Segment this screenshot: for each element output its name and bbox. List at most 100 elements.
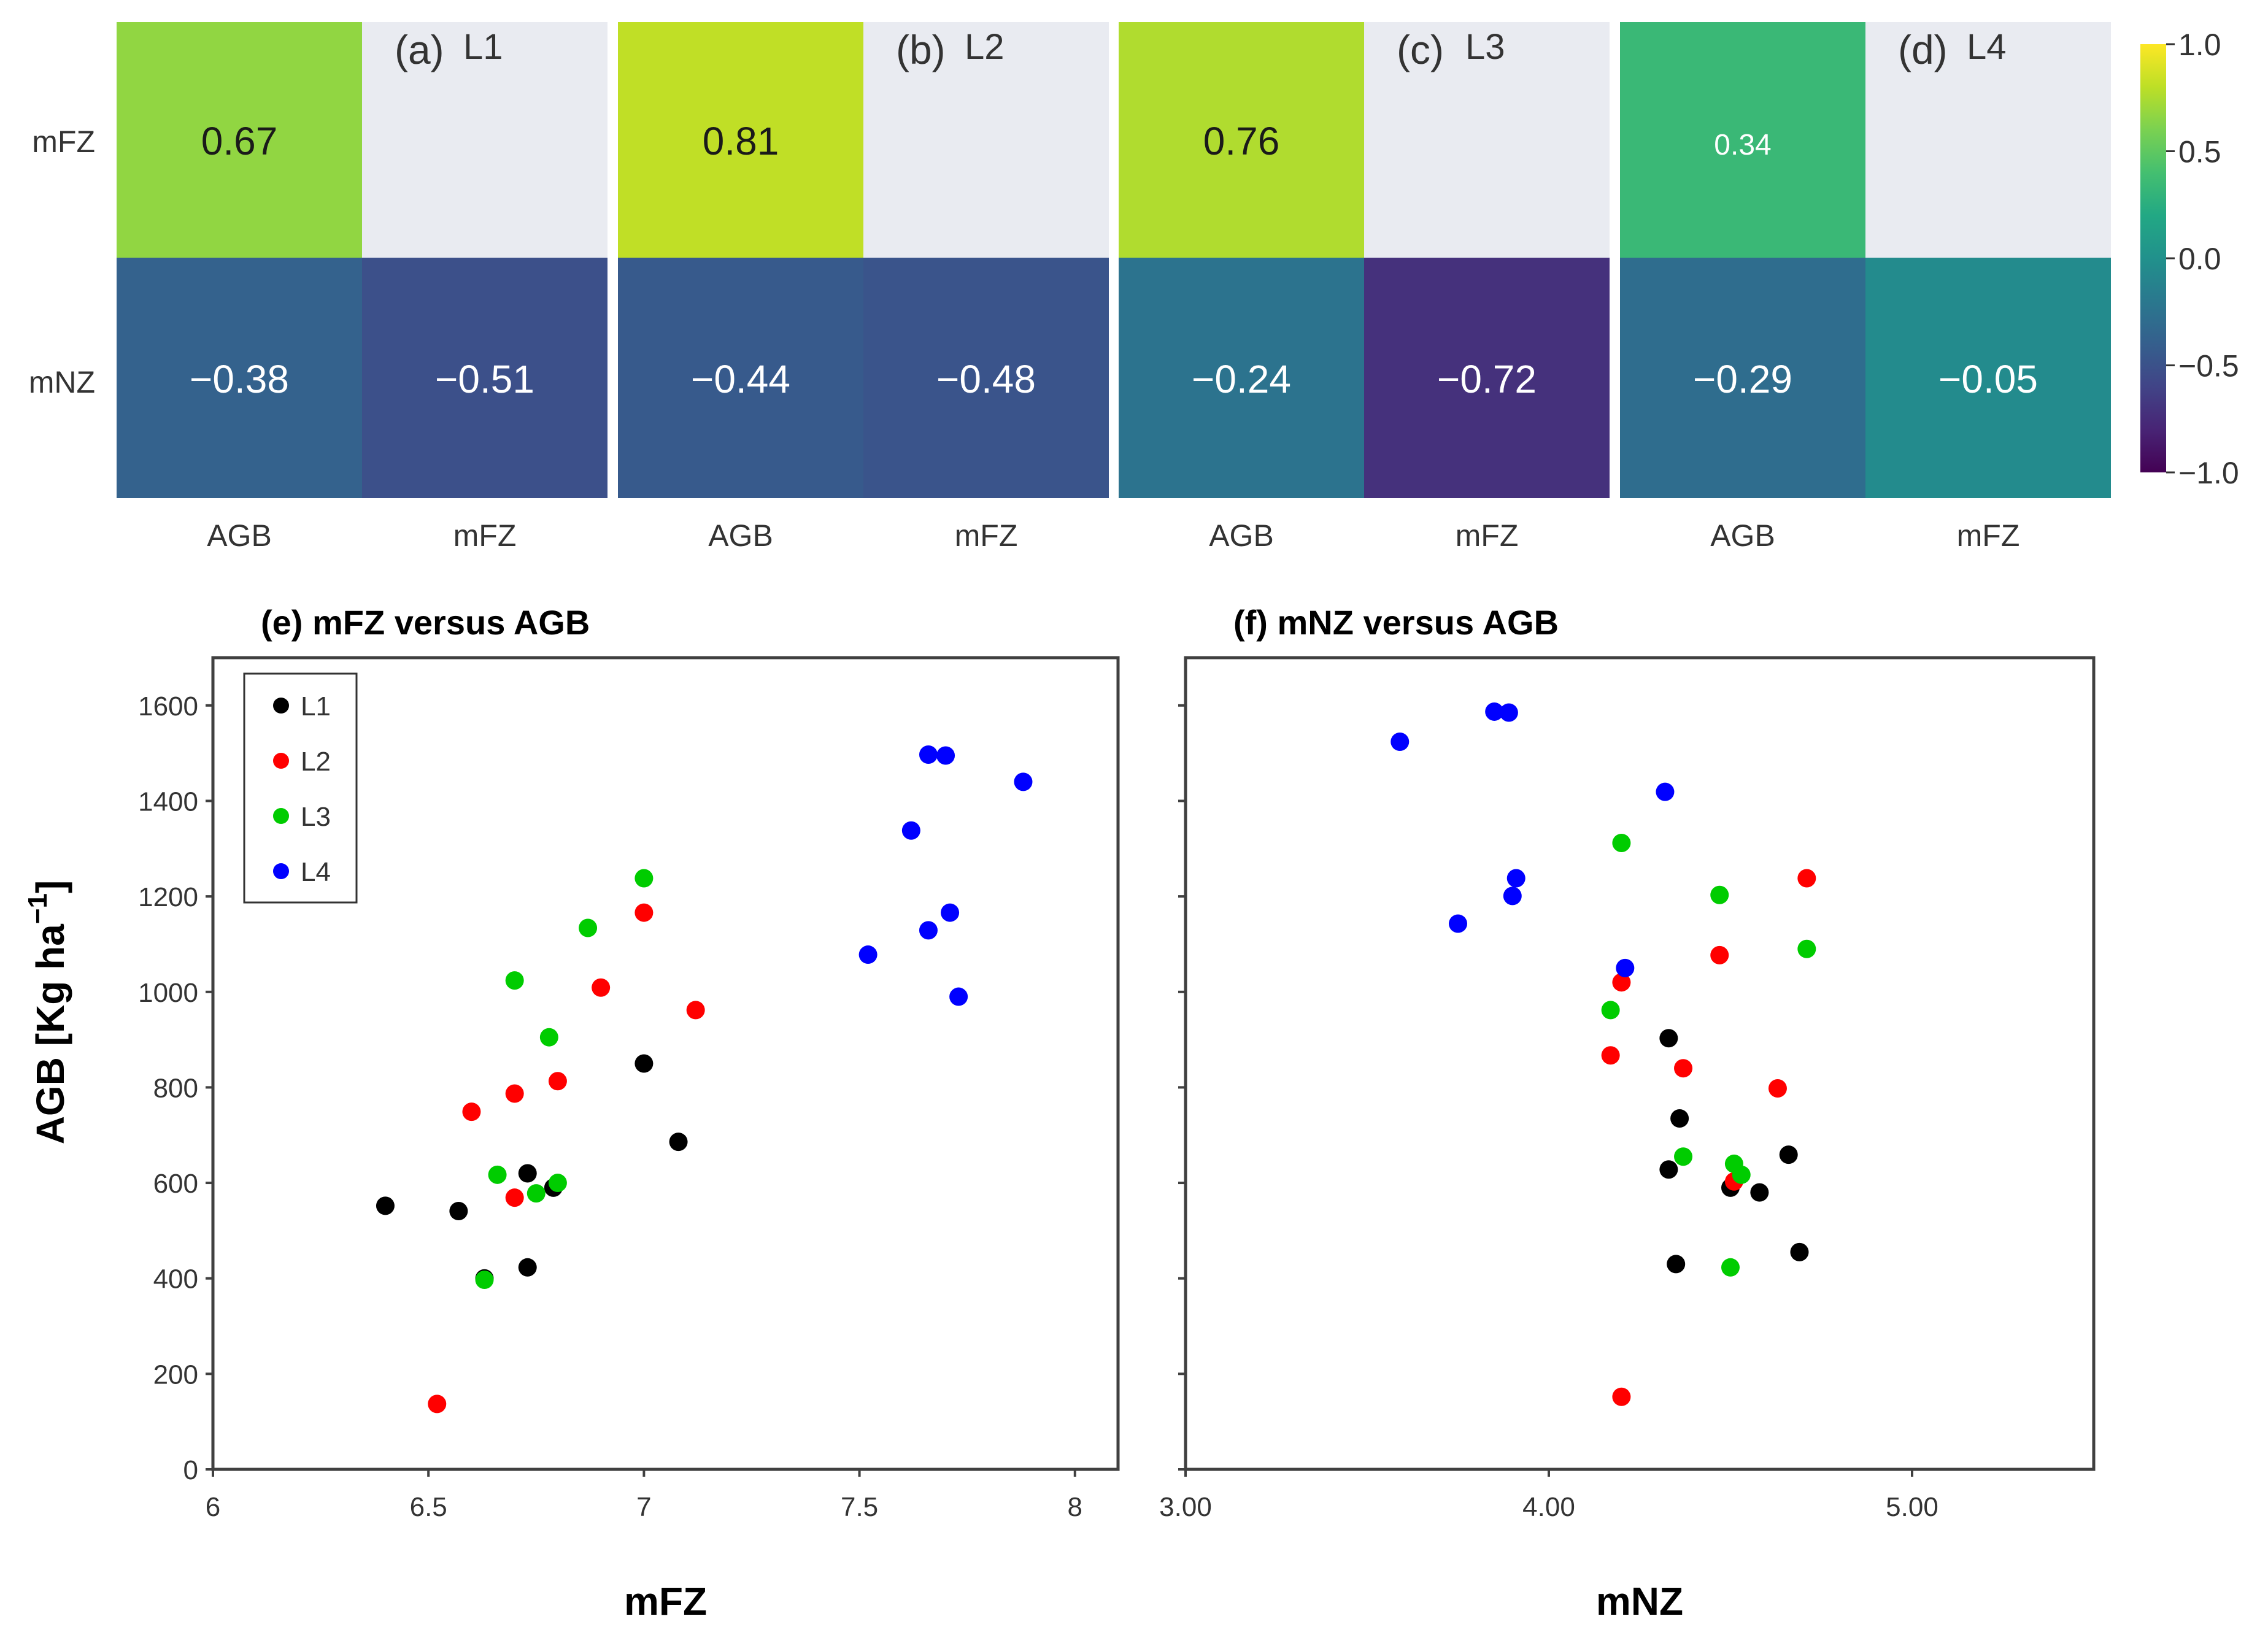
legend: L1 L2 L3 L4	[243, 672, 358, 904]
data-point-l1	[518, 1164, 537, 1183]
heatmap-cell	[362, 258, 608, 498]
colorbar-tick-label: −0.5	[2178, 349, 2239, 383]
data-point-l1	[1750, 1183, 1769, 1202]
data-point-l1	[1779, 1145, 1798, 1164]
data-point-l2	[1674, 1059, 1693, 1078]
x-tick-label: 4.00	[1522, 1492, 1575, 1522]
panel-label: (a)	[395, 27, 444, 72]
plot-frame	[211, 656, 1120, 1471]
series-l3	[475, 869, 654, 1290]
data-point-l2	[1710, 945, 1729, 964]
heatmap-cell	[1364, 22, 1610, 258]
y-axis-label-end: ]	[28, 880, 72, 893]
heatmap-col-label: mFZ	[1957, 518, 2020, 553]
data-point-l4	[919, 745, 938, 764]
data-point-l3	[1721, 1258, 1740, 1277]
x-tick-label: 7.5	[841, 1492, 878, 1522]
data-point-l3	[488, 1165, 507, 1184]
data-point-l3	[579, 918, 598, 937]
data-point-l2	[1601, 1046, 1620, 1065]
data-point-l3	[1612, 833, 1631, 852]
data-point-l3	[1797, 939, 1816, 958]
data-point-l4	[919, 921, 938, 940]
series-l4	[1390, 702, 1675, 977]
x-tick-label: 8	[1068, 1492, 1082, 1522]
legend-box	[243, 672, 358, 904]
series-l2	[428, 903, 705, 1414]
heatmap-col-label: AGB	[1710, 518, 1775, 553]
data-point-l3	[505, 971, 524, 990]
panel-label: (c)	[1397, 27, 1444, 72]
data-point-l1	[1670, 1109, 1689, 1128]
data-point-l2	[1768, 1079, 1787, 1098]
heatmap-value-label: 0.67	[201, 119, 278, 163]
heatmap-value-label: 0.76	[1203, 119, 1280, 163]
data-point-l1	[376, 1196, 395, 1215]
data-point-l3	[634, 869, 654, 888]
heatmap-l3: 0.76 −0.24 −0.72 (c) L3 AGB mFZ	[1119, 22, 1610, 553]
panel-label: (b)	[896, 27, 946, 72]
heatmap-value-label: −0.51	[435, 357, 534, 401]
data-point-l1	[669, 1133, 688, 1152]
heatmap-l2: 0.81 −0.44 −0.48 (b) L2 AGB mFZ	[618, 22, 1109, 553]
heatmap-value-label: −0.05	[1938, 357, 2038, 401]
data-point-l4	[1503, 887, 1522, 906]
heatmap-cell	[863, 22, 1109, 258]
data-point-l4	[1656, 782, 1675, 801]
heatmap-cell	[117, 22, 362, 258]
x-axis-label: mNZ	[1596, 1579, 1683, 1623]
colorbar-tick-label: −1.0	[2178, 456, 2239, 490]
data-point-l4	[1014, 772, 1033, 791]
heatmap-l4: 0.34 −0.29 −0.05 (d) L4 AGB mFZ	[1620, 22, 2111, 553]
data-point-l4	[901, 821, 920, 840]
heatmap-value-label: −0.29	[1693, 357, 1792, 401]
data-point-l2	[462, 1102, 481, 1121]
data-point-l3	[1732, 1165, 1751, 1184]
series-l1	[376, 1054, 688, 1288]
data-point-l3	[548, 1174, 567, 1193]
heatmap-row-label: mNZ	[29, 365, 95, 399]
heatmap-cell	[362, 22, 608, 258]
heatmap-value-label: −0.44	[691, 357, 790, 401]
data-point-l4	[936, 746, 955, 765]
y-tick-label: 800	[153, 1073, 198, 1103]
heatmap-col-label: AGB	[1209, 518, 1274, 553]
colorbar-tick-label: 0.5	[2178, 135, 2221, 169]
colorbar: 1.0 0.5 0.0 −0.5 −1.0	[2140, 28, 2239, 490]
data-point-l2	[1797, 869, 1816, 888]
heatmap-col-label: AGB	[708, 518, 773, 553]
y-axis-label-superscript: −1	[23, 893, 53, 924]
heatmap-value-label: −0.24	[1192, 357, 1291, 401]
data-point-l2	[505, 1188, 524, 1207]
data-point-l2	[634, 903, 654, 922]
data-point-l4	[941, 903, 960, 922]
colorbar-tick-label: 0.0	[2178, 242, 2221, 276]
heatmap-col-label: AGB	[207, 518, 272, 553]
data-point-l1	[518, 1258, 537, 1277]
heatmap-cell	[1119, 258, 1364, 498]
legend-marker-l4	[273, 863, 289, 879]
heatmap-col-label: mFZ	[1456, 518, 1519, 553]
x-tick-label: 6	[206, 1492, 220, 1522]
heatmap-value-label: 0.81	[703, 119, 779, 163]
heatmap-cell	[1620, 258, 1865, 498]
data-point-l1	[449, 1201, 468, 1220]
y-tick-label: 1200	[138, 882, 198, 912]
legend-label: L3	[301, 802, 331, 832]
y-tick-label: 1400	[138, 787, 198, 817]
y-tick-label: 0	[183, 1455, 198, 1485]
legend-label: L1	[301, 691, 331, 721]
heatmap-cell	[618, 22, 863, 258]
data-point-l4	[949, 987, 968, 1006]
data-point-l3	[1710, 885, 1729, 904]
data-point-l3	[475, 1271, 494, 1290]
data-point-l1	[1659, 1160, 1678, 1179]
data-point-l4	[858, 945, 878, 964]
plot-title: (e) mFZ versus AGB	[261, 603, 590, 642]
series-l2	[1601, 869, 1816, 1406]
x-tick-label: 3.00	[1159, 1492, 1212, 1522]
heatmap-cell	[863, 258, 1109, 498]
legend-marker-l2	[273, 753, 289, 769]
x-tick-label: 6.5	[410, 1492, 447, 1522]
